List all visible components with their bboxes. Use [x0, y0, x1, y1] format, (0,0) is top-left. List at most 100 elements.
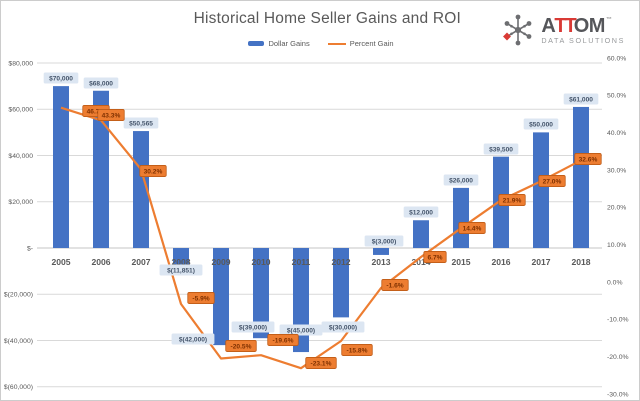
- dollar-label-2018: $61,000: [563, 93, 599, 105]
- dollar-label-2011: $(45,000): [279, 324, 323, 336]
- right-axis-tick: -30.0%: [607, 391, 629, 398]
- dollar-label-2007-box: [123, 117, 159, 129]
- brand-om: OM: [573, 14, 606, 37]
- percent-label-2011-text: -23.1%: [311, 360, 332, 367]
- dollar-label-2014-box: [403, 206, 439, 218]
- dollar-label-2018-text: $61,000: [569, 96, 593, 103]
- percent-label-2017-text: 27.0%: [543, 178, 562, 185]
- category-label-2016: 2016: [491, 257, 510, 267]
- dollar-label-2005-text: $70,000: [49, 75, 73, 82]
- bar-2009: [213, 248, 229, 346]
- percent-label-2008-box: [187, 292, 215, 304]
- dollar-label-2012-text: $(30,000): [329, 324, 357, 331]
- percent-label-2016: 21.9%: [498, 194, 526, 206]
- left-axis-tick: $(40,000): [4, 338, 33, 345]
- percent-label-2009-text: -20.5%: [231, 343, 252, 350]
- dollar-label-2015-text: $26,000: [449, 177, 473, 184]
- dollar-label-2017: $50,000: [523, 118, 559, 130]
- bar-2014: [413, 220, 429, 248]
- dollar-label-2012: $(30,000): [321, 321, 365, 333]
- dollar-label-2017-text: $50,000: [529, 121, 553, 128]
- percent-label-2015-text: 14.4%: [463, 225, 482, 232]
- legend-label: Dollar Gains: [268, 39, 310, 48]
- bar-2006: [93, 90, 109, 248]
- left-axis-tick: $(60,000): [4, 384, 33, 391]
- percent-label-2018-text: 32.6%: [579, 156, 598, 163]
- percent-label-2018-box: [574, 153, 602, 165]
- right-axis-tick: 60.0%: [607, 55, 626, 62]
- legend-item-percent-gain: Percent Gain: [327, 39, 394, 48]
- percent-label-2016-text: 21.9%: [503, 197, 522, 204]
- percent-label-2006-text: 43.3%: [102, 112, 121, 119]
- dollar-label-2014: $12,000: [403, 206, 439, 218]
- right-axis-tick: 50.0%: [607, 93, 626, 100]
- percent-label-2011: -23.1%: [305, 357, 337, 369]
- percent-label-2013-box: [381, 279, 409, 291]
- category-label-2007: 2007: [131, 257, 150, 267]
- percent-label-2010: -19.6%: [267, 334, 299, 346]
- dollar-label-2013-box: [364, 235, 404, 247]
- percent-label-2007-text: 30.2%: [144, 168, 163, 175]
- dollar-label-2012-box: [321, 321, 365, 333]
- dollar-label-2011-box: [279, 324, 323, 336]
- dollar-label-2007: $50,565: [123, 117, 159, 129]
- left-axis-tick: $60,000: [8, 107, 33, 114]
- left-axis-tick: $80,000: [8, 60, 33, 67]
- dollar-label-2009-box: [171, 333, 215, 345]
- category-label-2010: 2010: [251, 257, 270, 267]
- percent-label-2015: 14.4%: [458, 222, 486, 234]
- percent-label-2014-box: [423, 251, 447, 263]
- brand-trademark: ™: [605, 16, 612, 23]
- category-label-2005: 2005: [51, 257, 70, 267]
- bar-2005: [53, 86, 69, 248]
- dollar-label-2011-text: $(45,000): [287, 327, 315, 334]
- percent-label-2013-text: -1.6%: [386, 282, 403, 289]
- dollar-label-2016-box: [483, 143, 519, 155]
- legend-item-dollar-gains: Dollar Gains: [248, 39, 310, 48]
- dollar-label-2006: $68,000: [83, 77, 119, 89]
- percent-label-2009: -20.5%: [225, 340, 257, 352]
- percent-label-2016-box: [498, 194, 526, 206]
- dollar-label-2008-text: $(11,851): [167, 267, 195, 274]
- percent-label-2008: -5.9%: [187, 292, 215, 304]
- right-axis-tick: 40.0%: [607, 130, 626, 137]
- bar-2017: [533, 132, 549, 248]
- bar-2015: [453, 187, 469, 248]
- dollar-label-2008-box: [159, 264, 203, 276]
- dollar-label-2008: $(11,851): [159, 264, 203, 276]
- percent-label-2010-box: [267, 334, 299, 346]
- brand-name: A TT OM ™: [541, 16, 625, 36]
- right-axis-tick: -10.0%: [607, 317, 629, 324]
- right-axis-tick: 20.0%: [607, 205, 626, 212]
- dollar-label-2009: $(42,000): [171, 333, 215, 345]
- percent-label-2017-box: [538, 175, 566, 187]
- category-label-2017: 2017: [531, 257, 550, 267]
- bar-2012: [333, 248, 349, 318]
- left-axis-tick: $-: [27, 245, 33, 252]
- chart-legend: Dollar Gains Percent Gain: [1, 39, 639, 48]
- category-label-2013: 2013: [371, 257, 390, 267]
- category-label-2012: 2012: [331, 257, 350, 267]
- legend-label: Percent Gain: [349, 39, 394, 48]
- bar-2007: [133, 131, 149, 248]
- bar-2013: [373, 248, 389, 255]
- percent-label-2014: 6.7%: [423, 251, 447, 263]
- percent-gain-line: [60, 106, 582, 370]
- brand-tt: TT: [554, 14, 576, 37]
- right-axis-tick: 30.0%: [607, 167, 626, 174]
- percent-label-2009-box: [225, 340, 257, 352]
- brand-subtitle: DATA SOLUTIONS: [541, 35, 625, 45]
- dollar-label-2010-box: [231, 321, 275, 333]
- dollar-label-2006-box: [83, 77, 119, 89]
- percent-label-2012-text: -15.8%: [347, 347, 368, 354]
- line-series-swatch-icon: [327, 42, 346, 45]
- percent-label-2014-text: 6.7%: [427, 254, 442, 261]
- right-axis-tick: 0.0%: [607, 279, 623, 286]
- attom-logo: A TT OM ™ DATA SOLUTIONS: [501, 13, 625, 47]
- percent-label-2012-box: [341, 344, 373, 356]
- percent-label-2017: 27.0%: [538, 175, 566, 187]
- percent-label-2007-box: [139, 165, 167, 177]
- right-axis-tick: -20.0%: [607, 354, 629, 361]
